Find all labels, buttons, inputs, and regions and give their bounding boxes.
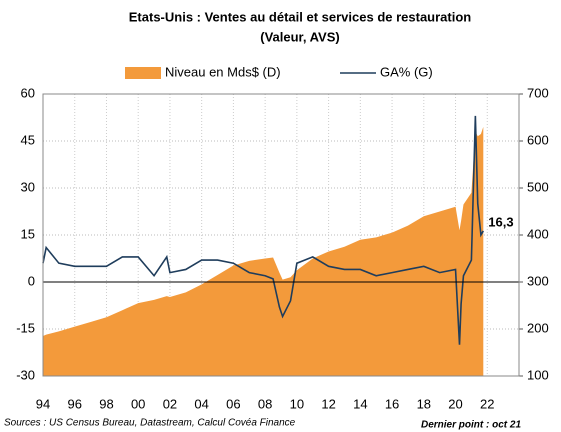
last-point: Dernier point : oct 21 <box>421 420 521 431</box>
chart-title: Etats-Unis : Ventes au détail et service… <box>129 9 472 24</box>
y-tick-label: 45 <box>21 132 35 147</box>
data-label: 16,3 <box>488 214 513 229</box>
x-tick-label: 14 <box>353 396 367 411</box>
x-tick-label: 04 <box>194 396 208 411</box>
y-tick-label: 0 <box>28 273 35 288</box>
y2-tick-label: 300 <box>527 273 549 288</box>
source: Sources : US Census Bureau, Datastream, … <box>4 418 296 429</box>
legend-label: Niveau en Mds$ (D) <box>165 64 281 79</box>
y2-tick-label: 600 <box>527 132 549 147</box>
y-tick-label: 15 <box>21 226 35 241</box>
x-tick-label: 02 <box>163 396 177 411</box>
x-tick-label: 16 <box>385 396 399 411</box>
x-tick-label: 20 <box>448 396 462 411</box>
x-tick-label: 98 <box>99 396 113 411</box>
x-tick-label: 06 <box>226 396 240 411</box>
x-tick-label: 00 <box>131 396 145 411</box>
x-tick-label: 94 <box>36 396 50 411</box>
legend-label: GA% (G) <box>380 64 433 79</box>
y2-tick-label: 400 <box>527 226 549 241</box>
x-tick-label: 08 <box>258 396 272 411</box>
x-tick-label: 22 <box>480 396 494 411</box>
y-tick-label: 60 <box>21 85 35 100</box>
y2-tick-label: 700 <box>527 85 549 100</box>
plot-frame <box>42 93 520 377</box>
x-tick-label: 12 <box>321 396 335 411</box>
chart-subtitle: (Valeur, AVS) <box>260 29 339 44</box>
y2-tick-label: 500 <box>527 179 549 194</box>
x-tick-label: 18 <box>417 396 431 411</box>
y2-tick-label: 200 <box>527 320 549 335</box>
line <box>42 115 484 345</box>
y-tick-label: -30 <box>16 367 35 382</box>
x-tick-label: 96 <box>67 396 81 411</box>
y-tick-label: 30 <box>21 179 35 194</box>
area <box>43 126 484 377</box>
legend-swatch <box>125 67 161 79</box>
x-tick-label: 10 <box>290 396 304 411</box>
y-tick-label: -15 <box>16 320 35 335</box>
y2-tick-label: 100 <box>527 367 549 382</box>
